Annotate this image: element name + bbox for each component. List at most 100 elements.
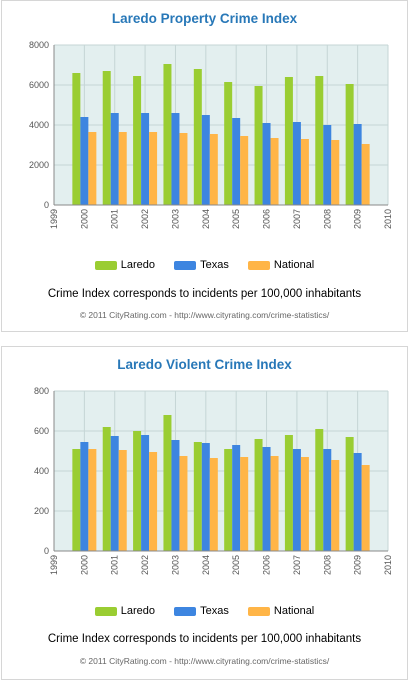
- legend-swatch: [174, 606, 197, 616]
- crime-index-note: Crime Index corresponds to incidents per…: [47, 288, 362, 300]
- y-tick-label: 2000: [29, 160, 49, 170]
- y-tick-label: 4000: [29, 120, 49, 130]
- credit-link[interactable]: © 2011 CityRating.com - http://www.cityr…: [79, 656, 330, 666]
- y-tick-label: 6000: [29, 80, 49, 90]
- bar-laredo-2005: [224, 449, 233, 551]
- x-tick-label: 2004: [201, 555, 211, 575]
- x-tick-label: 2002: [140, 555, 150, 575]
- bar-texas-2006: [262, 447, 271, 551]
- bar-texas-2003: [171, 440, 180, 551]
- bar-texas-2006: [262, 123, 271, 205]
- bar-laredo-2001: [102, 427, 111, 551]
- bar-laredo-2009: [345, 84, 354, 205]
- x-tick-label: 2008: [322, 209, 332, 229]
- x-tick-label: 2000: [79, 555, 89, 575]
- bar-texas-2009: [353, 124, 362, 205]
- legend-label: Laredo: [120, 259, 156, 272]
- bar-laredo-2008: [315, 76, 324, 205]
- x-tick-label: 2007: [292, 555, 302, 575]
- legend-label: National: [273, 605, 315, 618]
- x-tick-label: 2008: [322, 555, 332, 575]
- bar-laredo-2003: [163, 415, 172, 551]
- bar-texas-2001: [110, 436, 119, 551]
- legend-item-national: National: [247, 259, 315, 272]
- property-crime-panel: Laredo Property Crime Index 0 2000 4000 600…: [1, 0, 408, 332]
- legend-swatch: [174, 260, 197, 270]
- bar-national-2006: [270, 138, 279, 205]
- bar-national-2004: [209, 458, 218, 551]
- bar-laredo-2006: [254, 439, 263, 551]
- x-tick-label: 2009: [353, 209, 363, 229]
- credit-link[interactable]: © 2011 CityRating.com - http://www.cityr…: [79, 310, 330, 320]
- bar-laredo-2009: [345, 437, 354, 551]
- bar-texas-2008: [323, 449, 332, 551]
- bar-national-2000: [88, 132, 97, 205]
- chart-legend: Laredo Texas National: [2, 605, 407, 617]
- bar-national-2009: [361, 144, 370, 205]
- bar-national-2007: [300, 139, 309, 205]
- bar-laredo-2006: [254, 86, 263, 205]
- bar-laredo-2004: [193, 69, 202, 205]
- y-tick-label: 800: [34, 386, 49, 396]
- bar-texas-2008: [323, 125, 332, 205]
- chart-legend: Laredo Texas National: [2, 259, 407, 271]
- bar-national-2000: [88, 449, 97, 551]
- chart-title: Laredo Property Crime Index: [111, 11, 298, 26]
- bar-texas-2000: [80, 442, 89, 551]
- bar-laredo-2002: [133, 76, 142, 205]
- legend-label: National: [273, 259, 315, 272]
- legend-swatch: [94, 606, 117, 616]
- bar-laredo-2002: [133, 431, 142, 551]
- chart-title: Laredo Violent Crime Index: [117, 357, 292, 372]
- bar-national-2003: [179, 133, 188, 205]
- x-tick-label: 2003: [170, 555, 180, 575]
- bar-texas-2004: [201, 443, 210, 551]
- bar-texas-2004: [201, 115, 210, 205]
- x-tick-label: 1999: [49, 555, 59, 575]
- x-tick-label: 2003: [170, 209, 180, 229]
- x-tick-label: 1999: [49, 209, 59, 229]
- bar-national-2005: [240, 136, 249, 205]
- bar-texas-2002: [141, 113, 150, 205]
- legend-item-laredo: Laredo: [94, 259, 156, 272]
- y-tick-label: 200: [34, 506, 49, 516]
- bar-national-2006: [270, 456, 279, 551]
- x-tick-label: 2004: [201, 209, 211, 229]
- property-crime-chart: 0 2000 4000 6000 8000 1999 2000 2001 2002 2003 200…: [29, 40, 393, 229]
- bar-national-2007: [300, 457, 309, 551]
- legend-item-texas: Texas: [174, 259, 229, 271]
- bar-texas-2002: [141, 435, 150, 551]
- x-tick-label: 2006: [262, 209, 272, 229]
- bar-texas-2009: [353, 453, 362, 551]
- x-tick-label: 2001: [110, 209, 120, 229]
- crime-index-note: Crime Index corresponds to incidents per…: [47, 633, 362, 645]
- x-tick-label: 2002: [140, 209, 150, 229]
- legend-item-laredo: Laredo: [94, 605, 155, 617]
- legend-label: Texas: [200, 259, 229, 272]
- bar-laredo-2007: [284, 435, 293, 551]
- bar-national-2004: [209, 134, 218, 205]
- legend-label: Texas: [200, 605, 229, 618]
- bar-laredo-2003: [163, 64, 172, 205]
- bar-texas-2007: [292, 122, 301, 205]
- bar-laredo-2005: [224, 82, 233, 205]
- y-tick-label: 0: [44, 200, 49, 210]
- bar-laredo-2000: [72, 73, 81, 205]
- legend-swatch: [247, 260, 270, 270]
- x-tick-label: 2006: [262, 555, 272, 575]
- violent-crime-chart: 0 200 400 600 800 1999 2000 2001 2002 2003 2004 200…: [34, 386, 393, 575]
- x-tick-label: 2007: [292, 209, 302, 229]
- bar-national-2009: [361, 465, 370, 551]
- legend-item-national: National: [247, 605, 315, 618]
- y-tick-label: 600: [34, 426, 49, 436]
- bar-national-2008: [331, 460, 340, 551]
- bar-national-2008: [331, 140, 340, 205]
- violent-crime-panel: Laredo Violent Crime Index 0 200 400 600 800…: [1, 346, 408, 680]
- bar-texas-2000: [80, 117, 89, 205]
- bar-laredo-2004: [193, 442, 202, 551]
- x-tick-label: 2010: [383, 555, 393, 575]
- legend-swatch: [247, 606, 270, 616]
- bar-texas-2007: [292, 449, 301, 551]
- bar-national-2001: [118, 450, 127, 551]
- bar-national-2003: [179, 456, 188, 551]
